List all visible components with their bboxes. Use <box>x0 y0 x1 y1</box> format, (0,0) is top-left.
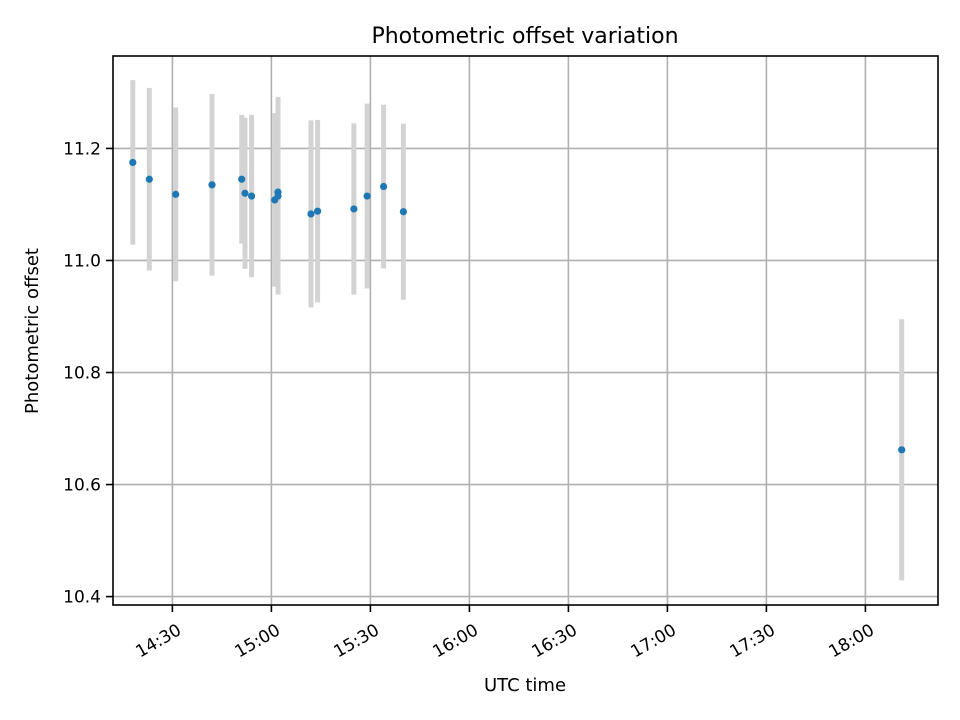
data-point <box>238 175 246 183</box>
data-point <box>248 192 256 200</box>
data-point <box>208 181 216 189</box>
data-point <box>274 192 282 200</box>
x-tick-label: 15:00 <box>231 620 283 662</box>
errorbar-layer <box>130 80 905 581</box>
data-point <box>314 207 322 215</box>
data-point <box>350 205 358 213</box>
data-point <box>307 210 315 218</box>
y-tick-label: 10.6 <box>63 476 101 496</box>
data-point <box>363 192 371 200</box>
y-tick-label: 10.8 <box>63 364 101 384</box>
data-point <box>129 158 137 167</box>
y-axis: 10.4 10.6 10.8 11.0 11.2 <box>63 139 113 608</box>
grid-layer <box>113 56 938 605</box>
plot-frame <box>112 55 939 606</box>
point-layer <box>129 158 906 454</box>
data-point <box>399 208 407 216</box>
data-point <box>898 446 906 454</box>
data-point <box>145 175 153 183</box>
x-tick-label: 16:00 <box>429 620 481 662</box>
x-tick-label: 17:30 <box>726 620 778 662</box>
x-tick-label: 15:30 <box>330 620 382 662</box>
x-axis: 14:30 15:00 15:30 16:00 16:30 17:00 17:30 18:00 <box>132 605 878 662</box>
y-tick-label: 10.4 <box>63 588 101 608</box>
y-tick-label: 11.2 <box>63 139 101 159</box>
x-axis-label: UTC time <box>484 675 566 696</box>
x-tick-label: 18:00 <box>825 620 877 662</box>
chart-title: Photometric offset variation <box>371 24 678 49</box>
data-point <box>241 189 249 197</box>
y-axis-label: Photometric offset <box>22 248 43 414</box>
x-tick-label: 14:30 <box>132 620 184 662</box>
x-tick-label: 16:30 <box>528 620 580 662</box>
y-tick-label: 11.0 <box>63 251 101 271</box>
data-point <box>172 190 180 198</box>
x-tick-label: 17:00 <box>627 620 679 662</box>
data-point <box>380 182 388 191</box>
